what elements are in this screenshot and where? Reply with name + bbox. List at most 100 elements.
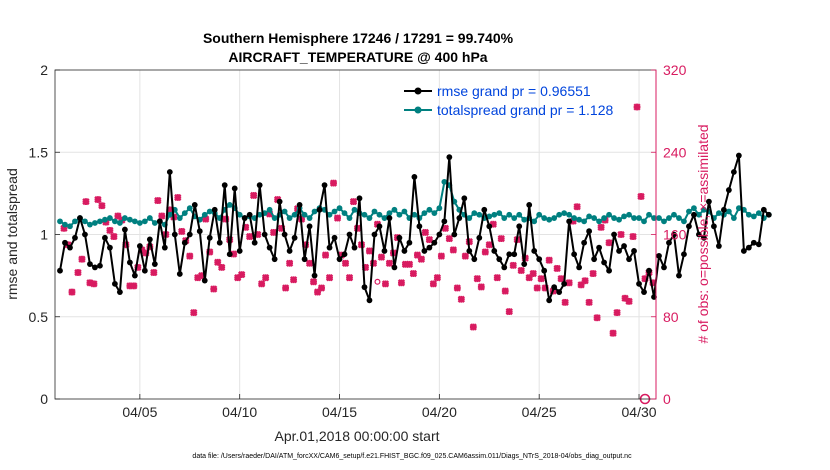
rmse-point [211,206,218,213]
rmse-point [421,248,428,254]
rmse-point [696,231,702,238]
rmse-point [725,187,732,193]
totalspread-point [286,215,293,221]
totalspread-point [87,221,93,228]
rmse-point [121,226,128,233]
rmse-point [401,248,408,254]
totalspread-point [566,211,573,218]
totalspread-point [681,218,687,225]
obs-assimilated-point [557,275,565,283]
rmse-point [271,256,278,263]
rmse-point [711,223,717,230]
rmse-point [481,206,488,213]
rmse-point [116,289,123,295]
y-tick-label-right: 320 [663,62,687,78]
obs-assimilated-point [150,268,158,277]
rmse-point [451,231,458,238]
rmse-point [541,267,548,274]
totalspread-point [271,215,278,221]
obs-assimilated-point [285,259,294,267]
y-tick-label-right: 80 [663,309,679,325]
rmse-point [226,251,233,258]
totalspread-point [112,218,118,225]
obs-assimilated-point [593,314,601,322]
x-tick-label: 04/15 [322,404,357,420]
rmse-point [231,185,238,192]
totalspread-point [621,213,627,220]
totalspread-point [426,206,433,213]
obs-assimilated-point [473,275,481,283]
obs-assimilated-point [605,239,613,247]
rmse-point [67,244,73,251]
obs-assimilated-point [262,274,270,282]
rmse-point [671,231,677,238]
legend-rmse-label: rmse grand pr = 0.96551 [437,83,591,99]
y-tick-label-right: 240 [663,144,687,160]
obs-assimilated-point [445,234,453,243]
obs-assimilated-point [68,288,76,296]
rmse-point [107,244,113,251]
obs-assimilated-point [98,202,106,210]
totalspread-point [745,211,752,218]
totalspread-point [606,211,612,218]
y-tick-label-right: 0 [663,391,671,407]
obs-assimilated-point [405,260,414,268]
totalspread-point [701,206,707,213]
rmse-point [706,198,712,205]
obs-assimilated-point [429,280,438,288]
totalspread-point [476,211,483,218]
totalspread-point [551,215,558,221]
rmse-point [77,215,83,221]
totalspread-point [176,215,183,221]
chart-title-line2: AIRCRAFT_TEMPERATURE @ 400 hPa [228,49,487,65]
obs-assimilated-point [477,283,485,291]
obs-assimilated-point [505,307,513,316]
rmse-point [97,262,103,269]
totalspread-point [131,218,138,225]
obs-assimilated-point [178,227,186,236]
rmse-point [166,169,173,175]
rmse-point [391,264,398,271]
obs-assimilated-point [325,274,334,282]
rmse-point [701,234,707,241]
obs-assimilated-point [485,241,493,249]
rmse-point [735,152,742,159]
totalspread-point [576,216,583,223]
totalspread-point [730,215,737,221]
x-tick-label: 04/25 [522,404,557,420]
rmse-point [626,256,632,263]
rmse-point [750,239,757,246]
rmse-point [566,218,573,225]
rmse-point [286,248,293,254]
rmse-point [112,280,118,287]
totalspread-point [556,211,563,218]
rmse-point [561,280,568,287]
obs-assimilated-point [457,295,465,303]
rmse-point [666,239,672,246]
rmse-point [406,239,413,246]
rmse-point [641,289,647,295]
obs-assimilated-point [617,230,625,239]
totalspread-point [521,216,528,223]
rmse-point [446,154,453,161]
obs-assimilated-point [469,323,477,331]
rmse-point [376,223,383,230]
totalspread-point [181,210,188,217]
rmse-point [496,256,503,263]
rmse-point [740,248,747,254]
totalspread-point [735,205,742,212]
totalspread-point [126,216,133,223]
totalspread-point [326,211,333,218]
rmse-point [241,215,248,221]
rmse-point [471,256,478,263]
y-tick-label-left: 2 [40,62,48,78]
totalspread-point [581,218,588,225]
totalspread-point [750,213,757,220]
totalspread-point [102,216,108,223]
totalspread-point [561,210,568,217]
obs-assimilated-point [497,234,505,243]
y-axis-label-left: rmse and totalspread [4,168,20,300]
totalspread-point [471,210,478,217]
obs-assimilated-point [210,285,218,293]
totalspread-point [596,218,602,225]
